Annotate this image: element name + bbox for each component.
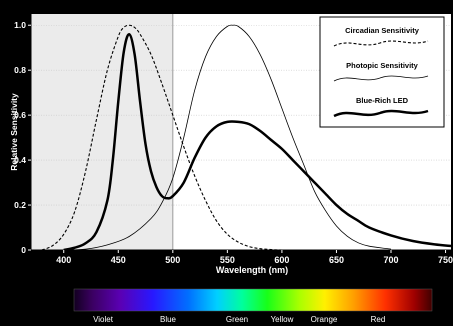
legend-label-circadian: Circadian Sensitivity	[345, 26, 420, 35]
x-tick-label: 600	[274, 255, 289, 265]
legend-label-led: Blue-Rich LED	[356, 96, 409, 105]
x-tick-label: 550	[220, 255, 235, 265]
legend-box	[319, 16, 445, 128]
y-tick-label: 0.2	[14, 200, 26, 210]
axes: 400 450 500 550 600 650 700 750 0 0.2 0.4 0.6 0.8 1.0	[14, 14, 453, 265]
spectrum-label-orange: Orange	[311, 315, 338, 324]
y-tick-label: 0	[21, 245, 26, 255]
series-led-line	[63, 32, 452, 252]
legend-swatch-photopic	[333, 75, 429, 82]
series-photopic-line	[63, 24, 392, 251]
blue-region-shading	[31, 14, 173, 250]
series-circadian-line	[41, 24, 315, 251]
x-tick-label: 700	[383, 255, 398, 265]
spectrum-labels: Violet Blue Green Yellow Orange Red	[93, 315, 385, 324]
x-axis-title: Wavelength (nm)	[216, 265, 288, 275]
y-tick-label: 0.8	[14, 65, 26, 75]
spectrum-label-green: Green	[226, 315, 248, 324]
legend-swatch-led	[333, 109, 429, 118]
y-tick-label: 1.0	[14, 20, 26, 30]
x-tick-label: 450	[111, 255, 126, 265]
y-tick-label: 0.4	[14, 155, 26, 165]
spectrum-label-yellow: Yellow	[271, 315, 294, 324]
legend: Circadian Sensitivity Photopic Sensitivi…	[319, 16, 445, 128]
x-tick-label: 750	[438, 255, 453, 265]
color-spectrum-bar	[73, 288, 433, 312]
spectrum-label-red: Red	[371, 315, 386, 324]
spectrum-label-violet: Violet	[93, 315, 114, 324]
legend-swatch-circadian	[333, 40, 429, 47]
legend-label-photopic: Photopic Sensitivity	[346, 61, 419, 70]
x-tick-label: 400	[56, 255, 71, 265]
y-tick-label: 0.6	[14, 110, 26, 120]
x-tick-label: 650	[329, 255, 344, 265]
series-layer	[41, 24, 452, 252]
spectrum-label-blue: Blue	[160, 315, 177, 324]
x-tick-label: 500	[165, 255, 180, 265]
y-axis-title: Relative Sensitivity	[9, 93, 19, 171]
